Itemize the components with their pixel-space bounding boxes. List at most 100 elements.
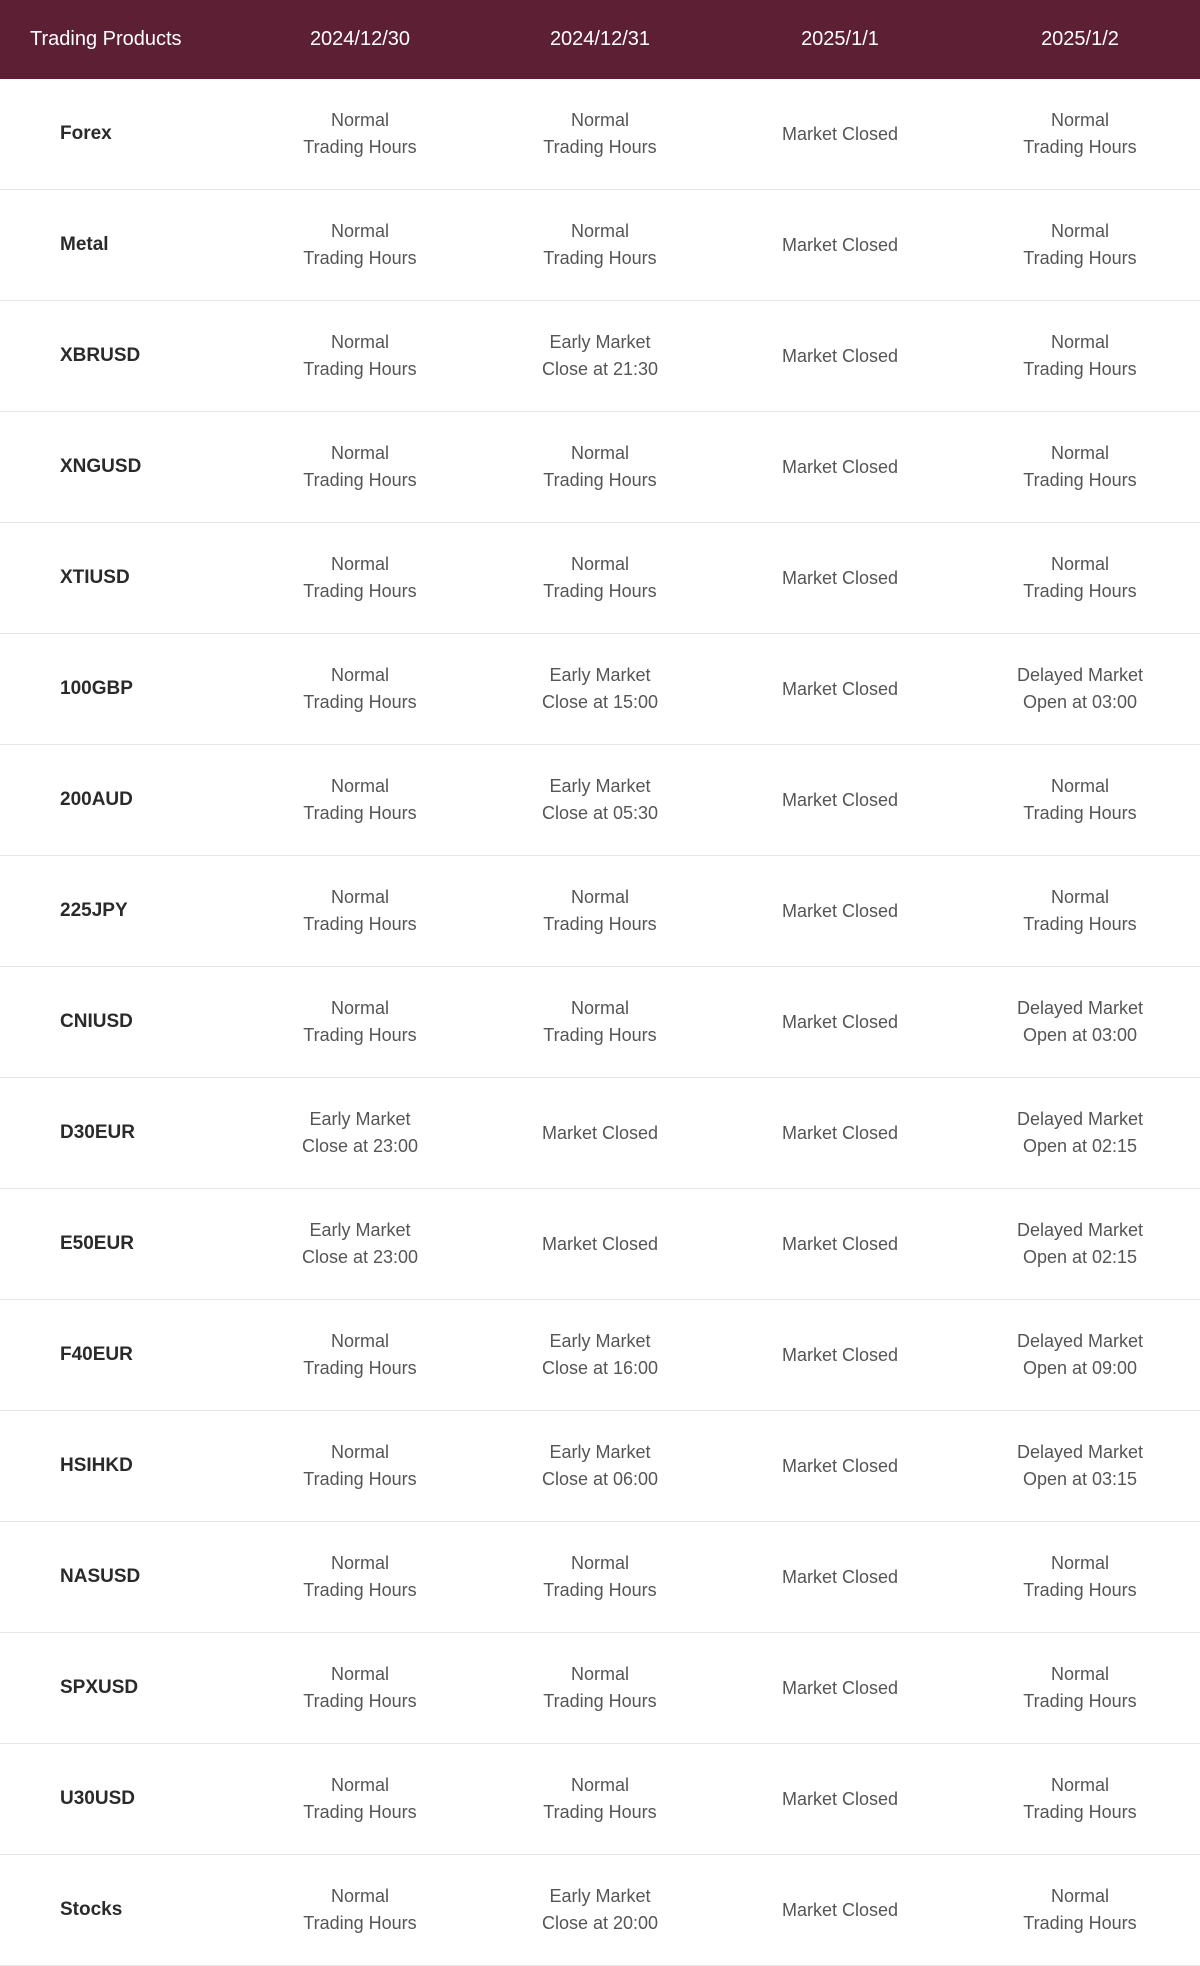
schedule-cell: NormalTrading Hours xyxy=(480,856,720,967)
table-row: SPXUSDNormalTrading HoursNormalTrading H… xyxy=(0,1633,1200,1744)
cell-line1: Early Market xyxy=(490,773,710,800)
trading-schedule-table: Trading Products 2024/12/30 2024/12/31 2… xyxy=(0,0,1200,1966)
cell-line2: Trading Hours xyxy=(250,1910,470,1937)
schedule-cell: NormalTrading Hours xyxy=(960,523,1200,634)
schedule-cell: NormalTrading Hours xyxy=(480,412,720,523)
cell-line2: Open at 02:15 xyxy=(970,1244,1190,1271)
table-row: 200AUDNormalTrading HoursEarly MarketClo… xyxy=(0,745,1200,856)
cell-line1: Normal xyxy=(250,1328,470,1355)
cell-line1: Early Market xyxy=(250,1217,470,1244)
table-row: 100GBPNormalTrading HoursEarly MarketClo… xyxy=(0,634,1200,745)
cell-line1: Delayed Market xyxy=(970,1328,1190,1355)
cell-line2: Close at 20:00 xyxy=(490,1910,710,1937)
cell-line1: Normal xyxy=(490,995,710,1022)
header-date-3: 2025/1/2 xyxy=(960,0,1200,79)
cell-line2: Trading Hours xyxy=(250,1022,470,1049)
product-name: Metal xyxy=(0,190,240,301)
cell-line2: Trading Hours xyxy=(970,245,1190,272)
cell-line2: Close at 23:00 xyxy=(250,1244,470,1271)
cell-line2: Trading Hours xyxy=(250,1799,470,1826)
cell-line1: Market Closed xyxy=(730,1342,950,1369)
cell-line1: Normal xyxy=(250,1772,470,1799)
cell-line2: Trading Hours xyxy=(250,1688,470,1715)
cell-line1: Market Closed xyxy=(730,898,950,925)
cell-line1: Market Closed xyxy=(730,1786,950,1813)
schedule-cell: NormalTrading Hours xyxy=(960,79,1200,190)
cell-line2: Trading Hours xyxy=(490,911,710,938)
cell-line1: Normal xyxy=(250,773,470,800)
cell-line2: Trading Hours xyxy=(250,911,470,938)
schedule-cell: NormalTrading Hours xyxy=(960,745,1200,856)
header-products: Trading Products xyxy=(0,0,240,79)
schedule-cell: Market Closed xyxy=(720,745,960,856)
cell-line2: Close at 21:30 xyxy=(490,356,710,383)
cell-line1: Market Closed xyxy=(730,1564,950,1591)
cell-line2: Open at 03:00 xyxy=(970,689,1190,716)
cell-line1: Normal xyxy=(970,107,1190,134)
schedule-cell: Delayed MarketOpen at 02:15 xyxy=(960,1078,1200,1189)
cell-line2: Trading Hours xyxy=(970,1577,1190,1604)
schedule-cell: Delayed MarketOpen at 09:00 xyxy=(960,1300,1200,1411)
cell-line1: Normal xyxy=(490,884,710,911)
table-row: HSIHKDNormalTrading HoursEarly MarketClo… xyxy=(0,1411,1200,1522)
schedule-cell: Market Closed xyxy=(480,1189,720,1300)
cell-line1: Normal xyxy=(970,551,1190,578)
header-date-0: 2024/12/30 xyxy=(240,0,480,79)
cell-line2: Trading Hours xyxy=(250,1355,470,1382)
product-name: NASUSD xyxy=(0,1522,240,1633)
table-row: E50EUREarly MarketClose at 23:00Market C… xyxy=(0,1189,1200,1300)
schedule-cell: NormalTrading Hours xyxy=(960,190,1200,301)
cell-line2: Trading Hours xyxy=(490,1577,710,1604)
schedule-cell: Market Closed xyxy=(720,1189,960,1300)
cell-line2: Trading Hours xyxy=(250,1577,470,1604)
schedule-cell: NormalTrading Hours xyxy=(240,1300,480,1411)
schedule-cell: Delayed MarketOpen at 03:15 xyxy=(960,1411,1200,1522)
cell-line1: Delayed Market xyxy=(970,995,1190,1022)
table-row: U30USDNormalTrading HoursNormalTrading H… xyxy=(0,1744,1200,1855)
schedule-cell: Early MarketClose at 21:30 xyxy=(480,301,720,412)
cell-line1: Normal xyxy=(250,440,470,467)
cell-line2: Close at 06:00 xyxy=(490,1466,710,1493)
cell-line2: Trading Hours xyxy=(970,356,1190,383)
cell-line1: Normal xyxy=(250,551,470,578)
cell-line2: Open at 02:15 xyxy=(970,1133,1190,1160)
cell-line1: Normal xyxy=(250,1550,470,1577)
cell-line2: Trading Hours xyxy=(250,800,470,827)
cell-line1: Market Closed xyxy=(730,565,950,592)
table-row: XBRUSDNormalTrading HoursEarly MarketClo… xyxy=(0,301,1200,412)
cell-line1: Market Closed xyxy=(730,787,950,814)
schedule-cell: Market Closed xyxy=(720,190,960,301)
schedule-cell: NormalTrading Hours xyxy=(960,1633,1200,1744)
schedule-cell: Market Closed xyxy=(720,967,960,1078)
cell-line2: Trading Hours xyxy=(490,1022,710,1049)
schedule-cell: Market Closed xyxy=(720,1744,960,1855)
cell-line1: Normal xyxy=(970,329,1190,356)
schedule-cell: Delayed MarketOpen at 03:00 xyxy=(960,967,1200,1078)
product-name: XTIUSD xyxy=(0,523,240,634)
schedule-cell: NormalTrading Hours xyxy=(240,301,480,412)
cell-line1: Early Market xyxy=(490,1439,710,1466)
cell-line1: Market Closed xyxy=(730,1120,950,1147)
table-row: 225JPYNormalTrading HoursNormalTrading H… xyxy=(0,856,1200,967)
schedule-cell: NormalTrading Hours xyxy=(240,1633,480,1744)
cell-line2: Trading Hours xyxy=(970,467,1190,494)
schedule-cell: NormalTrading Hours xyxy=(240,523,480,634)
schedule-cell: Market Closed xyxy=(720,301,960,412)
cell-line1: Normal xyxy=(970,1772,1190,1799)
cell-line1: Delayed Market xyxy=(970,662,1190,689)
schedule-cell: Market Closed xyxy=(720,1411,960,1522)
cell-line1: Market Closed xyxy=(730,1675,950,1702)
schedule-cell: NormalTrading Hours xyxy=(480,1744,720,1855)
schedule-cell: Early MarketClose at 15:00 xyxy=(480,634,720,745)
cell-line1: Market Closed xyxy=(490,1120,710,1147)
schedule-cell: NormalTrading Hours xyxy=(240,190,480,301)
schedule-cell: Market Closed xyxy=(720,1300,960,1411)
cell-line1: Normal xyxy=(490,1661,710,1688)
cell-line1: Normal xyxy=(250,107,470,134)
cell-line1: Normal xyxy=(250,1439,470,1466)
cell-line1: Normal xyxy=(250,995,470,1022)
cell-line2: Trading Hours xyxy=(250,467,470,494)
schedule-cell: NormalTrading Hours xyxy=(480,1522,720,1633)
product-name: 100GBP xyxy=(0,634,240,745)
cell-line1: Normal xyxy=(970,218,1190,245)
